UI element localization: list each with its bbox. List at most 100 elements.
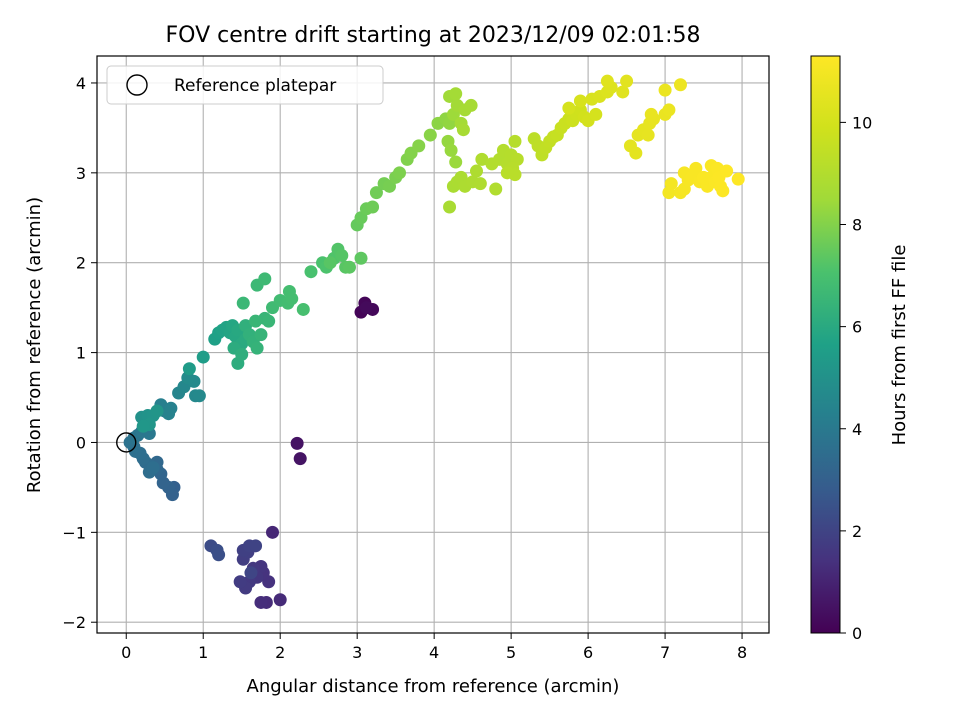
data-point (136, 419, 150, 433)
data-point (146, 461, 160, 475)
data-point (249, 314, 263, 328)
data-point (689, 161, 703, 175)
x-tick-label: 2 (275, 643, 285, 662)
data-point (335, 249, 349, 263)
data-point (192, 389, 206, 403)
data-point (235, 347, 249, 361)
x-tick-label: 5 (506, 643, 516, 662)
y-tick-label: 3 (76, 164, 86, 183)
y-tick-label: 2 (76, 254, 86, 273)
legend-box (106, 65, 384, 105)
data-point (212, 548, 226, 562)
data-point (250, 341, 264, 355)
data-point (620, 74, 634, 88)
data-point (342, 260, 356, 274)
data-point (293, 452, 307, 466)
data-point (449, 155, 463, 169)
colorbar-tick-label: 8 (852, 216, 862, 235)
data-point (716, 184, 730, 198)
colorbar-tick-label: 6 (852, 318, 862, 337)
data-point (644, 107, 658, 121)
data-point (720, 164, 734, 178)
data-point (664, 177, 678, 191)
colorbar-tick-label: 10 (852, 113, 872, 132)
data-point (323, 256, 337, 270)
data-point (296, 302, 310, 316)
data-point (290, 436, 304, 450)
data-point (423, 128, 437, 142)
data-point (196, 350, 210, 364)
x-tick-label: 8 (737, 643, 747, 662)
data-point (254, 328, 268, 342)
colorbar-label: Hours from first FF file (889, 245, 910, 446)
data-point (273, 593, 287, 607)
data-point (444, 143, 458, 157)
data-point (443, 200, 457, 214)
data-point (244, 566, 258, 580)
x-tick-label: 4 (429, 643, 439, 662)
data-point (233, 575, 247, 589)
data-point (469, 164, 483, 178)
x-axis-ticks: 0 1 2 3 4 5 6 7 8 (121, 633, 747, 662)
data-point (304, 265, 318, 279)
colorbar-gradient (810, 55, 841, 634)
data-point (236, 296, 250, 310)
data-point (489, 182, 503, 196)
data-points (116, 74, 745, 609)
data-point (475, 152, 489, 166)
data-point (629, 146, 643, 160)
x-tick-label: 6 (583, 643, 593, 662)
x-axis-label: Angular distance from reference (arcmin) (247, 676, 620, 697)
colorbar-tick-label: 2 (852, 522, 862, 541)
reference-platepar-marker (116, 432, 137, 453)
chart-title: FOV centre drift starting at 2023/12/09 … (166, 23, 701, 48)
data-point (262, 314, 276, 328)
data-point (393, 166, 407, 180)
data-point (673, 78, 687, 92)
y-tick-label: 1 (76, 344, 86, 363)
colorbar: 0 2 4 6 8 10 Hours from first FF file (810, 55, 910, 643)
x-tick-label: 7 (660, 643, 670, 662)
y-tick-label: −2 (62, 613, 86, 632)
colorbar-tick-label: 0 (852, 624, 862, 643)
data-point (182, 362, 196, 376)
data-point (366, 200, 380, 214)
data-point (258, 272, 272, 286)
y-tick-label: 4 (76, 74, 86, 93)
data-point (616, 85, 630, 99)
data-point (508, 134, 522, 148)
data-point (456, 123, 470, 137)
data-point (731, 172, 745, 186)
data-point (473, 177, 487, 191)
data-point (562, 101, 576, 115)
x-tick-label: 1 (198, 643, 208, 662)
data-point (254, 595, 268, 609)
data-point (641, 128, 655, 142)
data-point (573, 94, 587, 108)
grid-lines (97, 56, 769, 633)
data-point (249, 539, 263, 553)
colorbar-tick-label: 4 (852, 420, 862, 439)
data-point (658, 83, 672, 97)
data-point (464, 98, 478, 112)
y-axis-ticks: −2 −1 0 1 2 3 4 (62, 74, 97, 632)
plot-frame (96, 55, 770, 634)
legend-marker-reference (126, 74, 148, 96)
data-point (449, 87, 463, 101)
data-point (662, 103, 676, 117)
y-axis-label: Rotation from reference (arcmin) (24, 197, 45, 493)
y-tick-label: 0 (76, 433, 86, 452)
data-point (600, 74, 614, 88)
legend: Reference platepar (106, 65, 384, 105)
data-point (589, 107, 603, 121)
data-point (285, 292, 299, 306)
colorbar-ticks: 0 2 4 6 8 10 (840, 113, 872, 643)
data-point (150, 404, 164, 418)
legend-label-reference: Reference platepar (174, 76, 336, 96)
data-point (162, 407, 176, 421)
data-point (359, 301, 373, 315)
data-point (500, 166, 514, 180)
data-point (354, 251, 368, 265)
data-point (266, 525, 280, 539)
